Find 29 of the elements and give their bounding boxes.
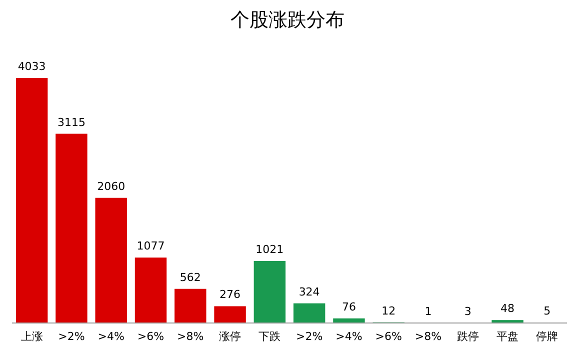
data-label: 3115: [57, 116, 86, 129]
x-tick-label: >6%: [137, 330, 164, 343]
chart-title: 个股涨跌分布: [230, 9, 344, 31]
x-tick-label: 停牌: [536, 330, 558, 343]
data-label: 562: [180, 270, 201, 284]
data-label: 5: [544, 304, 551, 318]
x-tick-label: 涨停: [219, 330, 242, 343]
data-label: 1077: [136, 240, 165, 253]
x-tick-label: 平盘: [496, 330, 519, 343]
x-tick-label: 跌停: [456, 330, 479, 343]
x-tick-label: >2%: [58, 330, 85, 343]
data-label: 76: [342, 300, 356, 314]
data-label: 48: [500, 302, 515, 316]
data-label: 324: [298, 285, 320, 298]
x-tick-label: >4%: [336, 330, 362, 343]
data-label: 2060: [97, 180, 126, 193]
data-label: 12: [382, 304, 396, 318]
x-tick-label: >6%: [375, 330, 402, 343]
data-label: 276: [220, 288, 241, 302]
x-tick-label: >8%: [177, 330, 204, 343]
x-tick-label: 上涨: [20, 330, 43, 343]
data-label: 3: [464, 304, 472, 318]
x-tick-label: >4%: [98, 330, 124, 343]
data-label: 1021: [256, 242, 284, 256]
x-tick-label: 下跌: [258, 330, 281, 343]
data-label: 1: [424, 304, 432, 318]
x-tick-label: >8%: [414, 330, 442, 343]
x-tick-label: >2%: [296, 330, 323, 343]
data-label: 4033: [18, 60, 46, 73]
